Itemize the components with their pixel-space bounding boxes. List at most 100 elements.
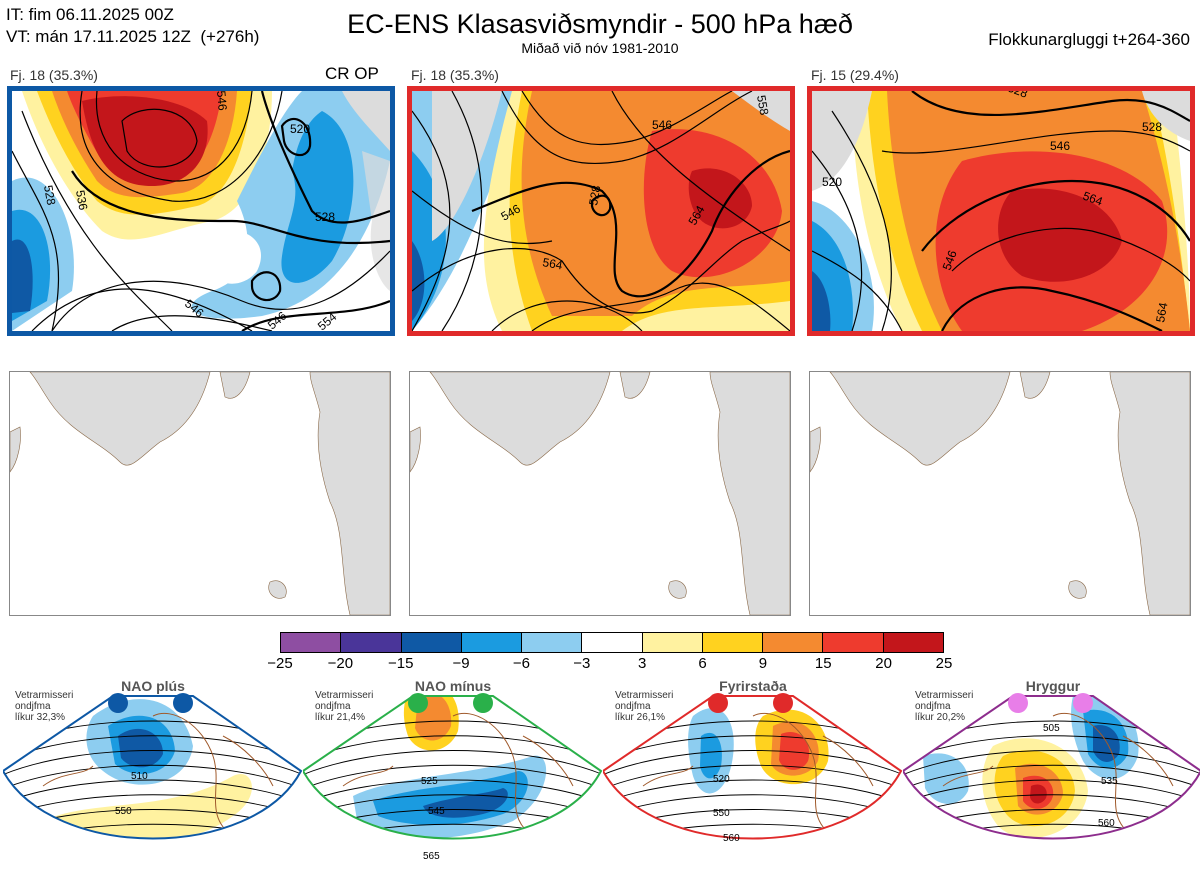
empty-map-1 bbox=[9, 371, 391, 616]
contour-label: 546 bbox=[214, 91, 230, 112]
control-run-tag: CR OP bbox=[325, 64, 379, 83]
contour-label: 560 bbox=[1098, 818, 1115, 829]
height-contour bbox=[603, 764, 901, 794]
regime-note-line: líkur 32,3% bbox=[15, 712, 66, 723]
regime-note-line: líkur 26,1% bbox=[615, 712, 666, 723]
regime-note-line: ondjfma bbox=[615, 701, 651, 712]
regime-marker-dot bbox=[473, 693, 493, 713]
colorbar-tick-label: 15 bbox=[814, 655, 832, 672]
regime-marker-dot bbox=[408, 693, 428, 713]
colorbar-segment bbox=[763, 633, 824, 652]
height-contour bbox=[3, 764, 301, 794]
regime-note: Vetrarmisseri ondjfma líkur 21,4% bbox=[315, 690, 373, 723]
cluster-label-3: Fj. 15 (29.4%) bbox=[811, 67, 899, 83]
height-contour bbox=[603, 779, 901, 808]
contour-label: 505 bbox=[1043, 723, 1060, 734]
height-contour bbox=[303, 839, 603, 863]
anomaly-shading bbox=[779, 732, 810, 770]
contour-label: 545 bbox=[428, 806, 445, 817]
coastline bbox=[152, 712, 234, 837]
regime-frame bbox=[603, 695, 903, 840]
regime-panel: 520 550 560 Fyrirstaða Vetrarmisseri ondjfma l… bbox=[603, 676, 903, 871]
regime-note-line: Vetrarmisseri bbox=[615, 690, 674, 701]
regime-panel: 505 535 560 Hryggur Vetrarmisseri ondjfma líku… bbox=[903, 676, 1200, 871]
coastline bbox=[752, 712, 834, 837]
anomaly-shading bbox=[700, 732, 722, 779]
height-contour bbox=[903, 764, 1200, 794]
colorbar-ticks: −25 −20 −15 −9 −6 −3 3 6 9 15 20 25 bbox=[0, 655, 1200, 675]
regime-note: Vetrarmisseri ondjfma líkur 20,2% bbox=[915, 690, 973, 723]
coastline bbox=[1122, 735, 1174, 787]
regime-note-line: ondjfma bbox=[315, 701, 351, 712]
regime-note: Vetrarmisseri ondjfma líkur 32,3% bbox=[15, 690, 73, 723]
regime-title: NAO plús bbox=[121, 678, 185, 694]
height-contour bbox=[303, 779, 601, 808]
regime-marker-dot bbox=[1073, 693, 1093, 713]
height-contour bbox=[303, 750, 601, 780]
regime-map: 510 550 bbox=[3, 693, 303, 863]
contour-label: 525 bbox=[421, 776, 438, 787]
contour-label: 546 bbox=[940, 248, 960, 272]
anomaly-shading bbox=[1030, 784, 1047, 804]
height-contour bbox=[3, 839, 303, 863]
empty-map-2 bbox=[409, 371, 791, 616]
regime-note-line: líkur 20,2% bbox=[915, 712, 966, 723]
empty-map-3 bbox=[809, 371, 1191, 616]
regime-map: 520 550 560 bbox=[603, 693, 903, 863]
issue-time: IT: fim 06.11.2025 00Z bbox=[6, 5, 174, 24]
colorbar-tick-label: −6 bbox=[512, 655, 530, 672]
height-contour bbox=[3, 779, 301, 808]
contour-label: 528 bbox=[1006, 91, 1030, 101]
classification-window: Flokkunargluggi t+264-360 bbox=[988, 30, 1190, 49]
regime-panel: 510 550 NAO plús Vetrarmisseri ondjfma líkur … bbox=[3, 676, 303, 871]
coastline bbox=[222, 735, 274, 787]
contour-label: 546 bbox=[652, 118, 672, 132]
coastline bbox=[822, 735, 874, 787]
regime-panel: 525 545 565 NAO mínus Vetrarmisseri ondjfma lí… bbox=[303, 676, 603, 871]
coastline bbox=[452, 712, 534, 837]
height-contour bbox=[603, 839, 903, 863]
regime-note-line: líkur 21,4% bbox=[315, 712, 366, 723]
contour-label: 528 bbox=[1142, 120, 1162, 134]
issue-time-block: IT: fim 06.11.2025 00Z VT: mán 17.11.2025… bbox=[6, 4, 259, 48]
regime-map: 505 535 560 bbox=[903, 693, 1200, 863]
regime-frame bbox=[303, 695, 603, 840]
contour-label: 520 bbox=[822, 175, 842, 189]
height-contour bbox=[303, 764, 601, 794]
coastline bbox=[42, 765, 94, 787]
regime-note-line: Vetrarmisseri bbox=[315, 690, 374, 701]
contour-label: 550 bbox=[713, 808, 730, 819]
coastline bbox=[1052, 712, 1134, 837]
colorbar-segment bbox=[823, 633, 884, 652]
cluster-map-1: 520 528 536 546 528 546 546 554 bbox=[7, 86, 395, 336]
colorbar-tick-label: −3 bbox=[573, 655, 591, 672]
regime-frame bbox=[3, 695, 303, 840]
regime-note-line: Vetrarmisseri bbox=[915, 690, 974, 701]
contour-label: 528 bbox=[41, 184, 58, 206]
contour-label: 564 bbox=[541, 255, 563, 272]
contour-label: 535 bbox=[1101, 776, 1118, 787]
colorbar-segment bbox=[702, 633, 764, 652]
contour-label: 528 bbox=[315, 210, 335, 224]
contour-label: 546 bbox=[1050, 139, 1070, 153]
contour-label: 564 bbox=[1081, 189, 1105, 209]
anomaly-shading bbox=[118, 728, 163, 768]
regime-title: Fyrirstaða bbox=[719, 678, 787, 694]
height-contour bbox=[903, 839, 1200, 863]
regime-marker-dot bbox=[1008, 693, 1028, 713]
colorbar-tick-label: −25 bbox=[267, 655, 293, 672]
colorbar-tick-label: −9 bbox=[452, 655, 470, 672]
cluster-label-2: Fj. 18 (35.3%) bbox=[411, 67, 499, 83]
colorbar-segment bbox=[341, 633, 402, 652]
contour-label: 536 bbox=[73, 189, 90, 211]
contour-label: 558 bbox=[754, 94, 771, 116]
height-contour bbox=[903, 750, 1200, 780]
height-contour bbox=[903, 779, 1200, 808]
contour-label: 560 bbox=[723, 833, 740, 844]
regime-marker-dot bbox=[108, 693, 128, 713]
regime-note-line: ondjfma bbox=[15, 701, 51, 712]
colorbar-segment bbox=[281, 633, 342, 652]
cluster-label-1: Fj. 18 (35.3%) bbox=[10, 67, 98, 83]
contour-label: 520 bbox=[713, 774, 730, 785]
contour-label: 528 bbox=[586, 184, 603, 206]
